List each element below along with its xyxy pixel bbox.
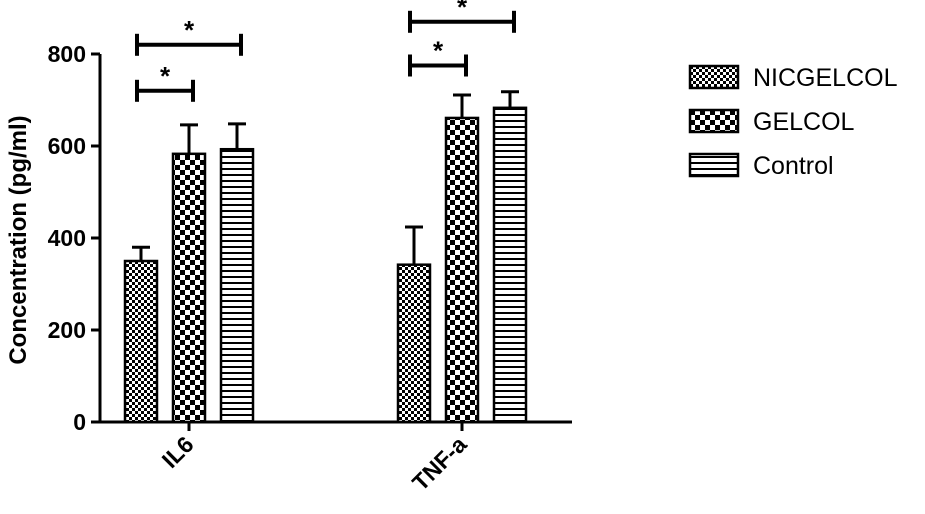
legend-label: Control — [753, 152, 834, 180]
bars — [123, 90, 528, 424]
legend-swatch — [688, 64, 740, 90]
bar — [492, 106, 528, 424]
significance-label: * — [433, 36, 444, 66]
x-tick-label: TNF-a — [407, 431, 472, 496]
bar — [219, 147, 255, 424]
significance-label: * — [160, 61, 171, 91]
y-tick-label: 800 — [48, 41, 86, 67]
y-tick-label: 200 — [48, 317, 86, 343]
significance-label: * — [184, 15, 195, 45]
y-tick-label: 400 — [48, 225, 86, 251]
legend-label: NICGELCOL — [753, 64, 898, 92]
legend-swatch — [688, 152, 740, 178]
y-tick-label: 600 — [48, 133, 86, 159]
legend-swatch — [688, 108, 740, 134]
legend: NICGELCOL GELCOL Control — [688, 64, 898, 180]
significance-brackets: * * * * — [135, 0, 516, 102]
axes: 0 200 400 600 800 Concentration (pg/ml) IL6 TNF… — [5, 41, 572, 496]
bar — [444, 116, 480, 424]
x-tick-label: IL6 — [157, 431, 199, 473]
y-axis-title: Concentration (pg/ml) — [5, 115, 32, 364]
y-tick-label: 0 — [73, 409, 86, 435]
significance-label: * — [457, 0, 468, 22]
legend-label: GELCOL — [753, 108, 855, 136]
bar — [171, 152, 207, 424]
bar — [123, 259, 159, 424]
bar — [396, 263, 432, 424]
